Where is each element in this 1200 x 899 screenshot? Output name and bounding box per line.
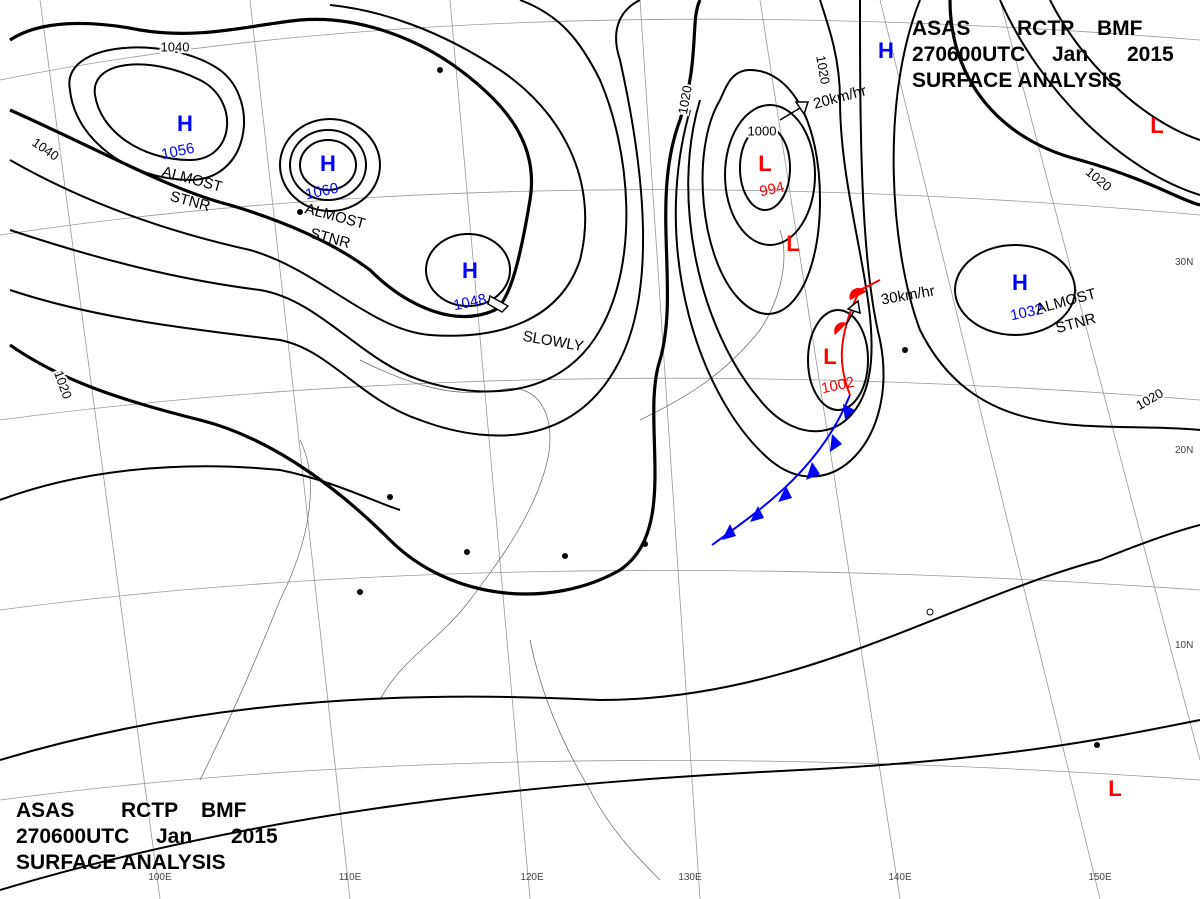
isobar-label: 1020 [813,54,833,85]
fronts [487,101,881,546]
header-text: ASAS [912,17,970,40]
longitude-label: 110E [339,872,362,883]
center-pressure: 1060 [304,180,340,204]
center-symbol: L [758,151,771,176]
center-pressure: 994 [758,179,786,201]
header-text: SURFACE ANALYSIS [16,851,226,874]
center-symbol: L [823,344,836,369]
header-text: ASAS [16,799,74,822]
header-text: BMF [201,799,247,822]
longitude-label: 150E [1088,872,1112,883]
center-symbol: L [1108,776,1121,801]
center-symbol: H [177,111,193,136]
isobar-label: 1000 [748,123,777,138]
header-text: RCTP [121,799,178,822]
longitude-label: 140E [888,872,912,883]
header-text: 270600UTC [16,825,129,848]
center-symbol: H [462,258,478,283]
longitude-label: 120E [520,872,544,883]
center-symbol: H [320,151,336,176]
header-text: Jan [1052,43,1088,66]
center-pressure: 1002 [820,374,856,398]
header-text: RCTP [1017,17,1074,40]
isobar-label: 1040 [161,39,190,54]
header-text: SURFACE ANALYSIS [912,69,1122,92]
latitude-label: 20N [1175,445,1193,456]
header-text: Jan [156,825,192,848]
center-pressure: 1056 [160,140,196,164]
coastlines [199,229,785,881]
center-pressure: 1048 [452,291,488,315]
center-symbol: L [1150,113,1163,138]
isobar-label: 1020 [675,84,695,115]
latitude-label: 10N [1175,640,1193,651]
center-symbol: H [1012,270,1028,295]
center-pressure: 1032 [1009,301,1045,325]
center-symbol: L [786,231,799,256]
longitude-label: 130E [678,872,702,883]
center-symbol: H [878,38,894,63]
station-symbols [297,67,1100,748]
longitude-label: 100E [148,872,172,883]
header-text: BMF [1097,17,1143,40]
latitude-label: 30N [1175,257,1193,268]
header-text: 270600UTC [912,43,1025,66]
header-text: 2015 [231,825,278,848]
header-text: 2015 [1127,43,1174,66]
